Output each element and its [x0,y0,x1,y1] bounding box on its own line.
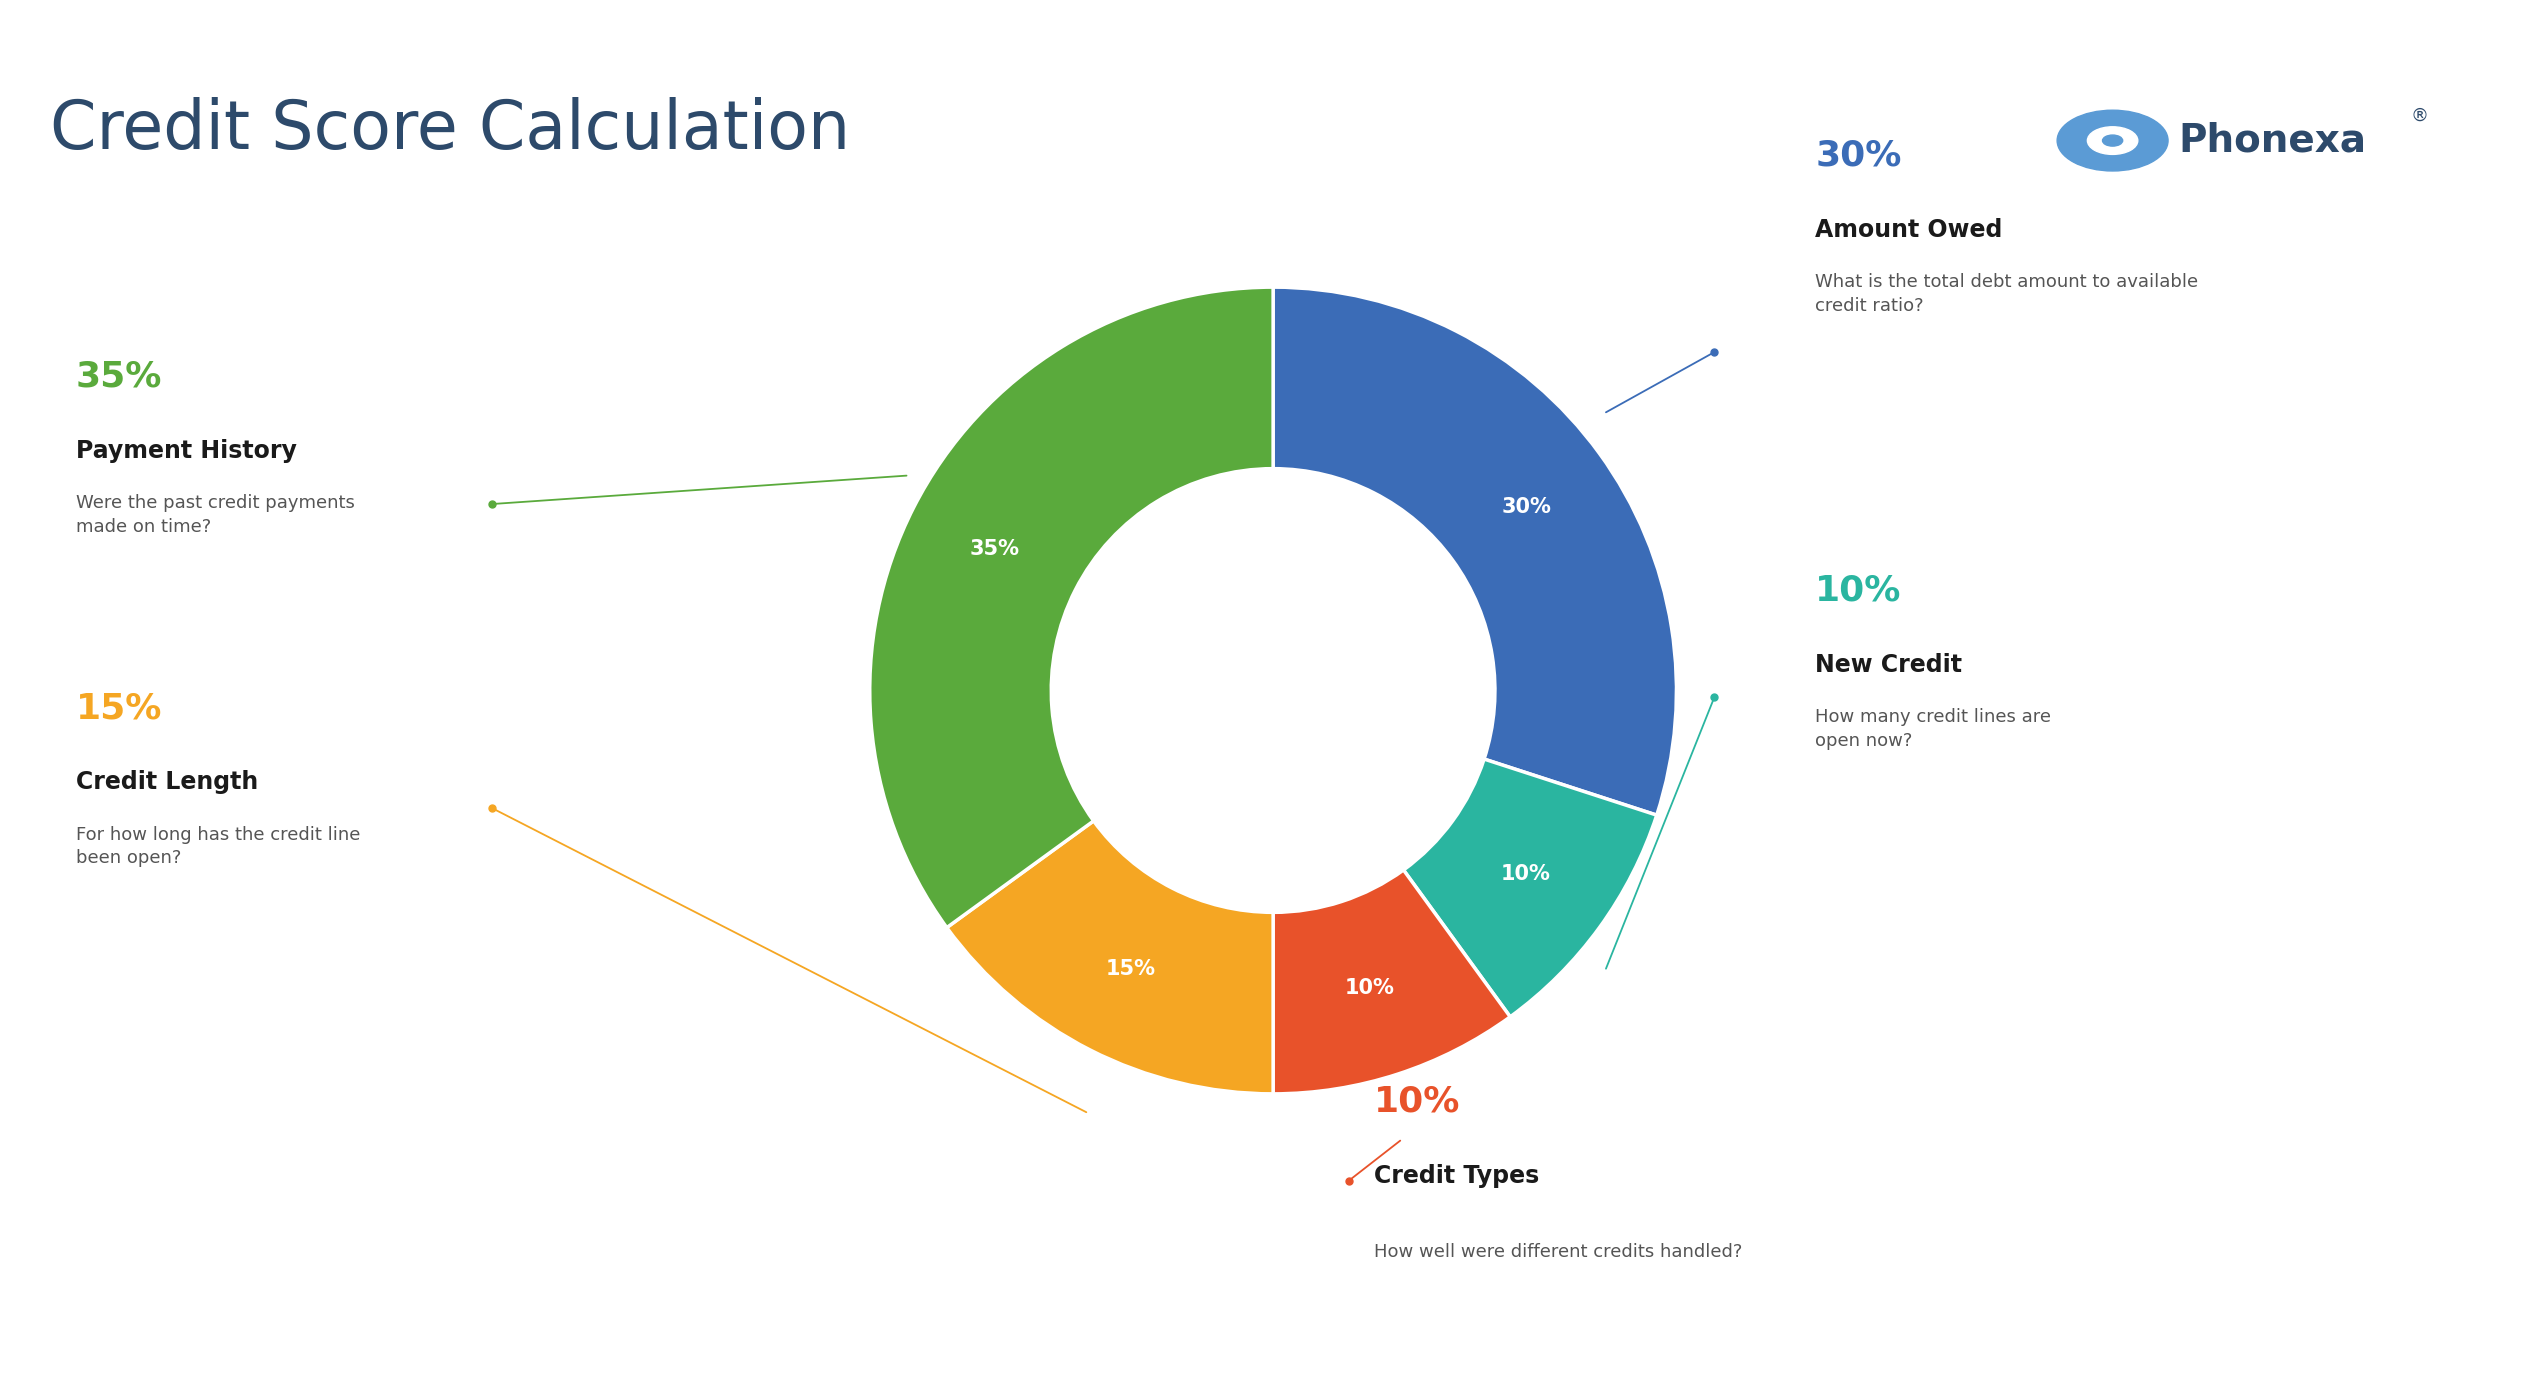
Text: 35%: 35% [971,539,1018,558]
Text: 30%: 30% [1500,497,1550,516]
Text: What is the total debt amount to available
credit ratio?: What is the total debt amount to availab… [1815,273,2198,315]
Text: 10%: 10% [1344,978,1394,998]
Text: 10%: 10% [1815,573,1901,608]
Text: 30%: 30% [1815,138,1901,173]
Circle shape [2103,135,2123,146]
Text: How many credit lines are
open now?: How many credit lines are open now? [1815,708,2052,750]
Text: Phonexa: Phonexa [2178,122,2367,160]
Text: Payment History: Payment History [76,439,297,463]
Text: 15%: 15% [1107,958,1157,979]
Wedge shape [1404,760,1656,1016]
Wedge shape [948,820,1273,1094]
Text: 35%: 35% [76,359,161,394]
Text: Credit Length: Credit Length [76,771,257,794]
Text: Were the past credit payments
made on time?: Were the past credit payments made on ti… [76,494,355,536]
Text: 10%: 10% [1500,865,1550,884]
Text: ®: ® [2410,106,2428,124]
Text: Credit Score Calculation: Credit Score Calculation [50,97,850,163]
Polygon shape [2080,152,2145,164]
Circle shape [2057,110,2168,171]
Text: Amount Owed: Amount Owed [1815,218,2002,242]
Text: New Credit: New Credit [1815,653,1961,677]
Wedge shape [1273,287,1676,815]
Circle shape [2087,127,2138,155]
Wedge shape [1273,870,1510,1094]
Wedge shape [870,287,1273,928]
Text: 10%: 10% [1374,1084,1460,1119]
Text: Credit Types: Credit Types [1374,1164,1540,1188]
Text: 15%: 15% [76,690,161,725]
Text: For how long has the credit line
been open?: For how long has the credit line been op… [76,826,361,867]
Text: How well were different credits handled?: How well were different credits handled? [1374,1243,1742,1261]
